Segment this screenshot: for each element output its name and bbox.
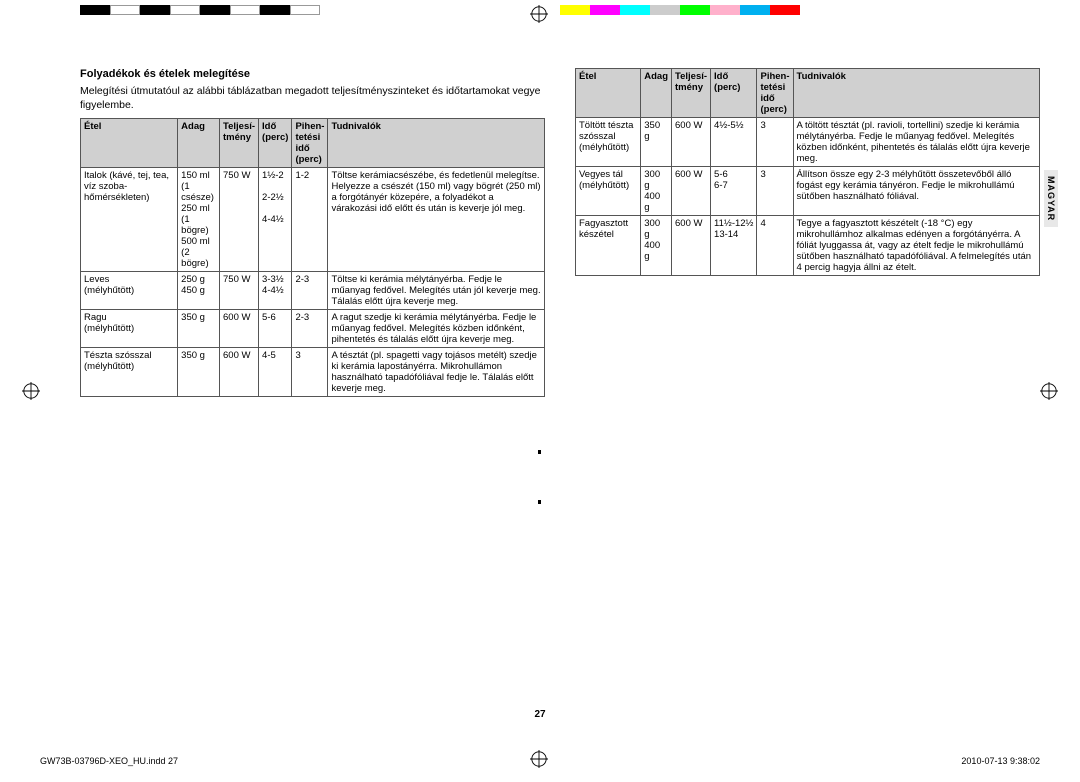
section-title: Folyadékok és ételek melegítése [80,68,545,80]
reg-mark-right [1040,382,1058,400]
th-adag: Adag [178,119,220,168]
cell-adag: 350 g [178,348,220,397]
cell-ido: 5-6 [259,310,292,348]
cell-adag: 250 g 450 g [178,272,220,310]
cell-etel: Ragu (mélyhűtött) [81,310,178,348]
table-row: Töltött tészta szósszal (mélyhűtött)350 … [576,118,1040,167]
cell-telj: 600 W [672,216,711,276]
intro-text: Melegítési útmutatóul az alábbi táblázat… [80,84,545,112]
cell-telj: 600 W [672,118,711,167]
cell-telj: 600 W [220,310,259,348]
reg-mark-bottom [530,750,548,768]
cell-ido: 1½-2 2-2½ 4-4½ [259,168,292,272]
th-ido: Idő (perc) [259,119,292,168]
cell-tud: A ragut szedje ki kerámia mélytányérba. … [328,310,545,348]
cell-adag: 150 ml (1 csésze) 250 ml (1 bögre) 500 m… [178,168,220,272]
color-bars-right [560,5,800,15]
cell-tud: A töltött tésztát (pl. ravioli, tortelli… [793,118,1039,167]
th-pihen: Pihen- tetési idő (perc) [757,69,793,118]
cell-tud: Töltse ki kerámia mélytányérba. Fedje le… [328,272,545,310]
th-ido: Idő (perc) [711,69,757,118]
tick-mark [538,500,541,504]
language-tab: MAGYAR [1044,170,1058,227]
footer-filename: GW73B-03796D-XEO_HU.indd 27 [40,756,178,766]
color-bars-left [80,5,320,15]
th-etel: Étel [576,69,641,118]
cell-pihen: 2-3 [292,310,328,348]
reg-mark-top [530,5,548,23]
table-row: Vegyes tál (mélyhűtött)300 g 400 g600 W5… [576,167,1040,216]
cell-telj: 600 W [672,167,711,216]
cell-etel: Italok (kávé, tej, tea, víz szoba-hőmérs… [81,168,178,272]
cell-pihen: 1-2 [292,168,328,272]
heating-table-left: Étel Adag Teljesí- tmény Idő (perc) Pihe… [80,118,545,397]
cell-etel: Leves (mélyhűtött) [81,272,178,310]
heating-table-right: Étel Adag Teljesí- tmény Idő (perc) Pihe… [575,68,1040,276]
th-telj: Teljesí- tmény [672,69,711,118]
reg-mark-left [22,382,40,400]
cell-ido: 4-5 [259,348,292,397]
cell-tud: A tésztát (pl. spagetti vagy tojásos met… [328,348,545,397]
cell-pihen: 3 [757,118,793,167]
cell-etel: Fagyasztott készétel [576,216,641,276]
table-row: Italok (kávé, tej, tea, víz szoba-hőmérs… [81,168,545,272]
cell-pihen: 2-3 [292,272,328,310]
tick-mark [538,450,541,454]
cell-ido: 5-6 6-7 [711,167,757,216]
table-row: Fagyasztott készétel300 g 400 g600 W11½-… [576,216,1040,276]
th-telj: Teljesí- tmény [220,119,259,168]
th-adag: Adag [641,69,672,118]
cell-adag: 300 g 400 g [641,216,672,276]
cell-pihen: 3 [292,348,328,397]
th-etel: Étel [81,119,178,168]
cell-ido: 4½-5½ [711,118,757,167]
cell-telj: 750 W [220,272,259,310]
footer-timestamp: 2010-07-13 9:38:02 [961,756,1040,766]
cell-pihen: 4 [757,216,793,276]
cell-tud: Töltse kerámiacsészébe, és fedetlenül me… [328,168,545,272]
right-column: Étel Adag Teljesí- tmény Idő (perc) Pihe… [575,68,1040,397]
cell-telj: 600 W [220,348,259,397]
left-column: Folyadékok és ételek melegítése Melegíté… [80,68,545,397]
cell-telj: 750 W [220,168,259,272]
table-row: Ragu (mélyhűtött)350 g600 W5-62-3A ragut… [81,310,545,348]
cell-adag: 350 g [641,118,672,167]
cell-ido: 3-3½ 4-4½ [259,272,292,310]
cell-pihen: 3 [757,167,793,216]
th-pihen: Pihen- tetési idő (perc) [292,119,328,168]
cell-adag: 300 g 400 g [641,167,672,216]
page-number: 27 [534,709,545,720]
table-row: Leves (mélyhűtött)250 g 450 g750 W3-3½ 4… [81,272,545,310]
cell-tud: Tegye a fagyasztott készételt (-18 °C) e… [793,216,1039,276]
table-row: Tészta szósszal (mélyhűtött)350 g600 W4-… [81,348,545,397]
cell-ido: 11½-12½ 13-14 [711,216,757,276]
th-tud: Tudnivalók [793,69,1039,118]
th-tud: Tudnivalók [328,119,545,168]
cell-etel: Tészta szósszal (mélyhűtött) [81,348,178,397]
cell-etel: Vegyes tál (mélyhűtött) [576,167,641,216]
cell-tud: Állítson össze egy 2-3 mélyhűtött összet… [793,167,1039,216]
cell-adag: 350 g [178,310,220,348]
cell-etel: Töltött tészta szósszal (mélyhűtött) [576,118,641,167]
